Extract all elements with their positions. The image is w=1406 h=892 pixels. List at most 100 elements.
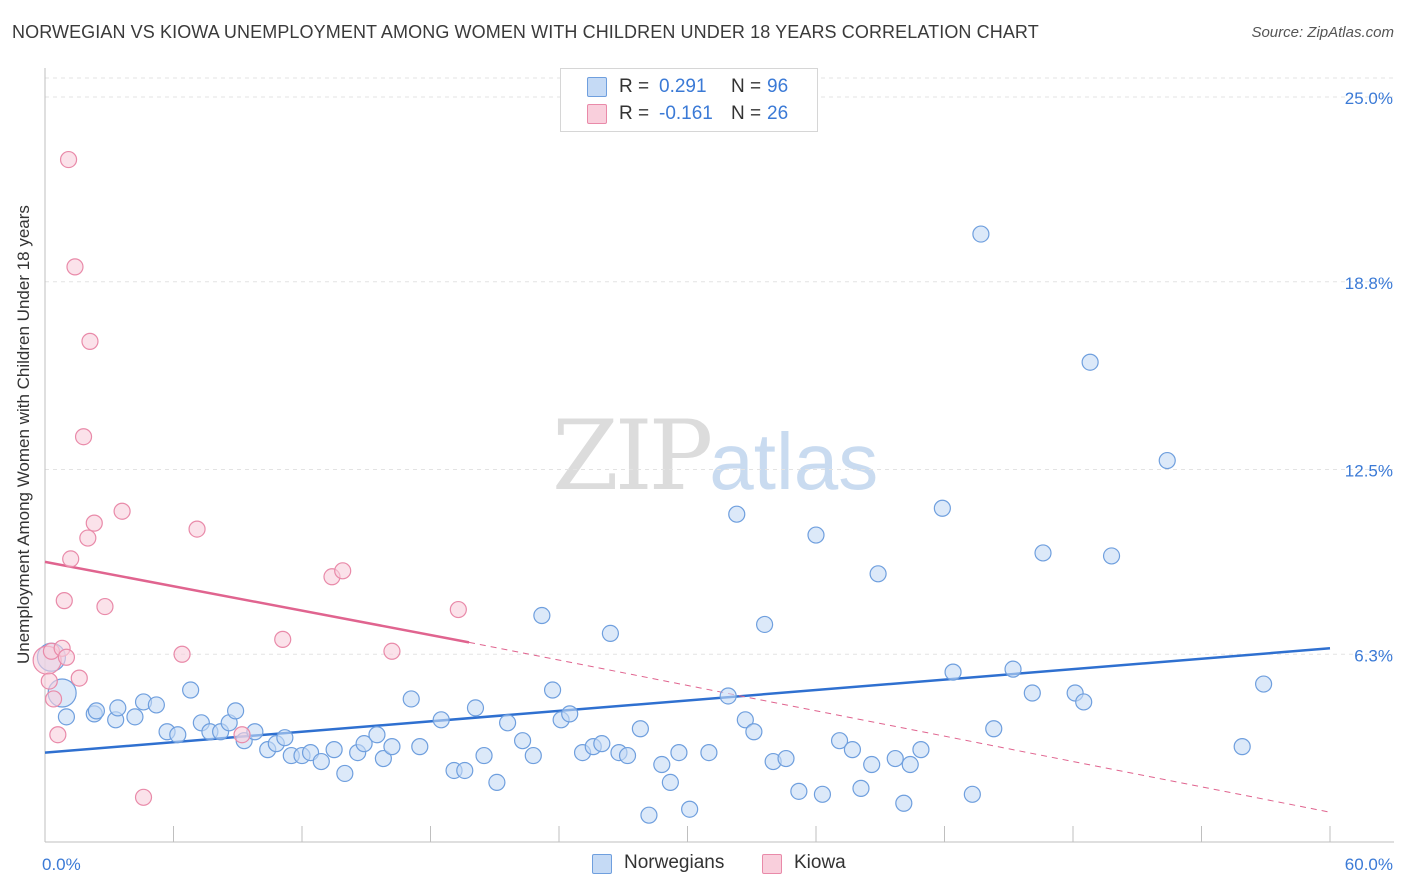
axes: [44, 68, 1394, 843]
norwegians-point: [790, 782, 808, 800]
norwegians-point: [402, 690, 420, 708]
norwegians-point: [852, 779, 870, 797]
watermark-zip: ZIP: [552, 400, 713, 512]
norwegians-point: [561, 705, 579, 723]
y-tick-label: 18.8%: [1345, 274, 1393, 293]
norwegians-point: [719, 687, 737, 705]
kiowa-point: [59, 150, 78, 169]
norwegians-point: [933, 499, 951, 517]
watermark: ZIPatlas: [552, 400, 878, 512]
legend-r-value: -0.161: [659, 103, 713, 124]
norwegians-point: [312, 752, 330, 771]
legend-swatch-kiowa: [762, 854, 782, 874]
norwegians-point: [895, 794, 913, 812]
legend-swatch-norwegians: [592, 854, 612, 874]
kiowa-point: [40, 672, 58, 690]
norwegians-point: [830, 732, 849, 750]
norwegians-point: [1075, 693, 1093, 711]
kiowa-point: [74, 428, 93, 446]
norwegians-point: [1255, 675, 1273, 693]
legend-label-kiowa: Kiowa: [794, 852, 846, 873]
legend-r-value: 0.291: [659, 76, 707, 97]
norwegians-point: [670, 743, 688, 762]
kiowa-point: [81, 332, 99, 350]
norwegians-point: [1034, 544, 1052, 562]
kiowa-point: [188, 520, 206, 538]
norwegians-point: [985, 720, 1003, 738]
norwegians-point: [432, 711, 450, 729]
norwegians-point: [57, 708, 76, 726]
kiowa-point: [233, 726, 251, 744]
chart-title: NORWEGIAN VS KIOWA UNEMPLOYMENT AMONG WO…: [12, 22, 1039, 42]
norwegians-point: [653, 755, 671, 774]
legend-swatch-norwegians: [587, 77, 607, 97]
kiowa-point: [96, 597, 114, 616]
norwegians-point: [869, 565, 887, 583]
norwegians-point: [227, 702, 245, 720]
correlation-legend: R = 0.291 N = 96 R = -0.161 N = 26: [560, 68, 818, 132]
norwegians-point: [1023, 684, 1041, 702]
grid-lines: [45, 77, 1394, 655]
norwegians-point: [466, 699, 485, 717]
norwegians-point: [631, 720, 649, 738]
norwegians-point: [681, 800, 699, 818]
legend-r-label: R =: [619, 103, 650, 124]
norwegians-point: [972, 225, 990, 243]
norwegians-point: [336, 764, 354, 783]
norwegians-point: [601, 624, 620, 643]
kiowa-point: [70, 669, 88, 687]
norwegians-point: [755, 615, 774, 634]
norwegians-point: [1004, 660, 1022, 678]
watermark-atlas: atlas: [709, 417, 879, 506]
kiowa-point: [274, 630, 292, 648]
norwegians-point: [543, 681, 562, 699]
kiowa-point: [49, 726, 67, 744]
norwegians-point: [524, 746, 542, 765]
norwegians-point: [700, 743, 718, 762]
trend-lines: [44, 560, 1331, 813]
norwegians-point: [886, 749, 904, 768]
norwegians-point: [807, 526, 825, 544]
norwegians-point: [640, 806, 658, 824]
norwegians-point: [863, 755, 881, 774]
norwegians-point: [513, 732, 532, 750]
norwegians-point: [169, 726, 187, 744]
tick-labels: 6.3% 12.5% 18.8% 25.0% 0.0% 60.0%: [42, 89, 1393, 874]
legend-label-norwegians: Norwegians: [624, 852, 725, 873]
norwegians-point: [963, 785, 981, 803]
norwegians-point: [109, 699, 127, 717]
norwegians-point: [355, 735, 373, 753]
norwegians-point: [87, 702, 106, 720]
norwegians-point: [126, 708, 144, 726]
kiowa-point: [66, 258, 84, 276]
norwegians-point: [777, 749, 795, 768]
norwegians-point: [325, 741, 343, 759]
y-tick-label: 25.0%: [1345, 89, 1393, 108]
norwegians-point: [368, 726, 386, 744]
norwegians-point: [488, 773, 506, 792]
legend-swatch-kiowa: [587, 104, 607, 124]
norwegians-point: [533, 606, 551, 625]
kiowa-point: [57, 648, 76, 666]
norwegians-point: [1081, 353, 1099, 371]
norwegians-point: [276, 729, 294, 747]
legend-r-label: R =: [619, 76, 650, 97]
norwegians-point: [499, 714, 517, 732]
norwegians-point: [912, 741, 930, 759]
y-tick-label: 6.3%: [1354, 646, 1393, 665]
norwegians-point: [736, 711, 754, 729]
norwegians-point: [1158, 451, 1176, 470]
kiowa-point: [55, 592, 73, 610]
norwegians-point: [728, 505, 746, 523]
norwegians-point: [661, 773, 679, 792]
y-tick-label: 12.5%: [1345, 462, 1393, 481]
x-tick-label: 60.0%: [1345, 855, 1393, 874]
y-axis-label: Unemployment Among Women with Children U…: [14, 205, 33, 664]
norwegians-point: [618, 746, 637, 765]
norwegians-point: [147, 696, 165, 714]
norwegians-point: [901, 755, 919, 774]
norwegians-point: [182, 681, 200, 699]
norwegians-point: [456, 761, 474, 780]
norwegians-point: [593, 735, 611, 753]
